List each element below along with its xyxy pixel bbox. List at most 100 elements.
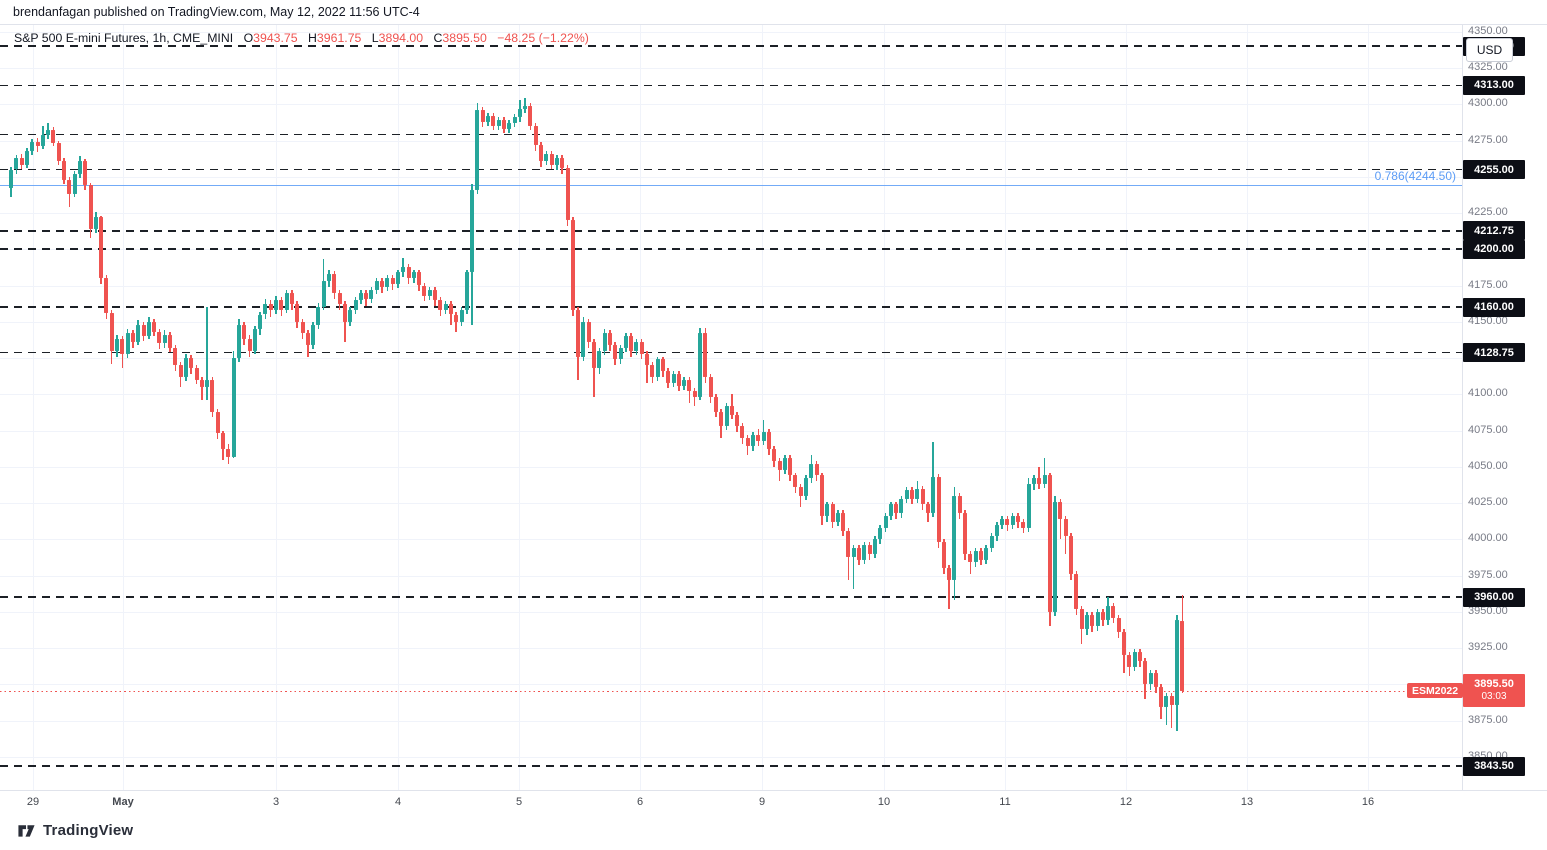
- gridline-vertical: [1368, 25, 1369, 790]
- candle-body: [136, 324, 141, 343]
- candle-body: [1137, 652, 1142, 662]
- time-axis-label: 11: [999, 796, 1011, 808]
- candle-body: [411, 272, 416, 279]
- candle-wick: [852, 545, 855, 589]
- candle-body: [952, 495, 957, 580]
- fib-retracement-label: 0.786(4244.50): [1374, 168, 1456, 183]
- price-level-line[interactable]: [0, 133, 1462, 136]
- price-level-line[interactable]: [0, 229, 1462, 232]
- candle-body: [115, 339, 119, 351]
- price-axis-label: 4100.00: [1468, 387, 1508, 400]
- candle-body: [470, 189, 475, 273]
- chart-legend[interactable]: S&P 500 E-mini Futures, 1h, CME_MINI O39…: [14, 31, 589, 45]
- candle-body: [120, 339, 125, 354]
- candle-body: [1047, 475, 1052, 612]
- candle-body: [570, 220, 575, 311]
- candle-body: [236, 324, 241, 358]
- candle-body: [157, 331, 162, 344]
- gridline-vertical: [398, 25, 399, 790]
- candle-body: [178, 365, 183, 377]
- candle-body: [1063, 518, 1068, 537]
- price-axis-label: 4050.00: [1468, 459, 1508, 472]
- gridline-horizontal: [0, 720, 1462, 722]
- candle-body: [99, 217, 104, 279]
- candle-body: [433, 289, 437, 300]
- gridline-horizontal: [0, 394, 1462, 396]
- candle-wick: [1059, 498, 1062, 540]
- candle-body: [40, 134, 45, 147]
- gridline-vertical: [1005, 25, 1006, 790]
- candle-body: [438, 300, 443, 311]
- candle-body: [417, 272, 422, 286]
- candle-body: [947, 568, 952, 580]
- candle-body: [544, 153, 549, 161]
- candle-body: [406, 266, 411, 279]
- candle-body: [14, 157, 19, 170]
- candle-body: [448, 304, 453, 315]
- gridline-vertical: [1126, 25, 1127, 790]
- candle-body: [533, 126, 538, 145]
- candle-body: [549, 153, 554, 166]
- price-level-line[interactable]: [0, 168, 1462, 171]
- candle-body: [242, 324, 247, 340]
- candle-body: [422, 285, 427, 296]
- gridline-horizontal: [0, 611, 1462, 613]
- price-level-line[interactable]: [0, 765, 1462, 767]
- candle-body: [364, 292, 369, 299]
- candle-wick: [1043, 458, 1046, 489]
- candle-wick: [693, 388, 696, 406]
- candle-body: [804, 478, 808, 496]
- candle-body: [968, 553, 973, 563]
- candle-body: [1164, 695, 1169, 708]
- price-level-line[interactable]: [0, 45, 1462, 48]
- candle-wick: [201, 376, 203, 401]
- candle-body: [586, 321, 591, 343]
- chart-plot-area[interactable]: [0, 25, 1462, 790]
- price-level-line[interactable]: [0, 248, 1462, 251]
- candle-body: [925, 504, 930, 514]
- candle-body: [1122, 632, 1126, 656]
- price-level-line[interactable]: [0, 306, 1462, 309]
- fib-retracement-line[interactable]: [0, 184, 1462, 187]
- price-level-line[interactable]: [0, 351, 1462, 354]
- candle-body: [1053, 501, 1058, 612]
- candle-body: [756, 434, 761, 441]
- price-axis-label: 3975.00: [1468, 568, 1508, 581]
- gridline-horizontal: [0, 285, 1462, 287]
- candle-body: [168, 334, 172, 348]
- price-axis-label: 4025.00: [1468, 496, 1508, 508]
- candle-body: [311, 324, 316, 345]
- candle-body: [592, 342, 596, 369]
- price-axis-label: 4275.00: [1468, 133, 1508, 146]
- price-level-line[interactable]: [0, 84, 1462, 87]
- candle-body: [205, 379, 210, 387]
- tradingview-logo[interactable]: TradingView: [17, 821, 133, 840]
- candle-body: [464, 272, 469, 311]
- candle-body: [883, 516, 888, 528]
- gridline-vertical: [884, 25, 885, 790]
- candle-body: [1090, 614, 1095, 627]
- gridline-horizontal: [0, 466, 1462, 468]
- candle-body: [480, 110, 485, 122]
- price-level-line[interactable]: [0, 596, 1462, 599]
- candle-body: [639, 342, 644, 354]
- gridline-vertical: [123, 25, 124, 790]
- candle-body: [729, 405, 734, 415]
- candle-body: [597, 350, 602, 369]
- candle-body: [1042, 475, 1047, 485]
- candle-body: [613, 344, 618, 360]
- candle-body: [512, 117, 517, 124]
- candle-body: [1180, 620, 1185, 691]
- currency-label[interactable]: USD: [1466, 38, 1513, 62]
- gridline-horizontal: [0, 503, 1462, 504]
- candle-body: [830, 504, 835, 522]
- candle-body: [46, 130, 51, 135]
- candle-body: [915, 488, 920, 499]
- candle-body: [989, 536, 994, 548]
- open-value: 3943.75: [253, 31, 298, 45]
- candle-body: [1116, 617, 1121, 633]
- last-price-line[interactable]: [0, 690, 1462, 692]
- candle-body: [751, 434, 755, 447]
- chart-frame-top-border: [0, 24, 1547, 25]
- symbol-series-tag[interactable]: ESM2022: [1407, 683, 1464, 699]
